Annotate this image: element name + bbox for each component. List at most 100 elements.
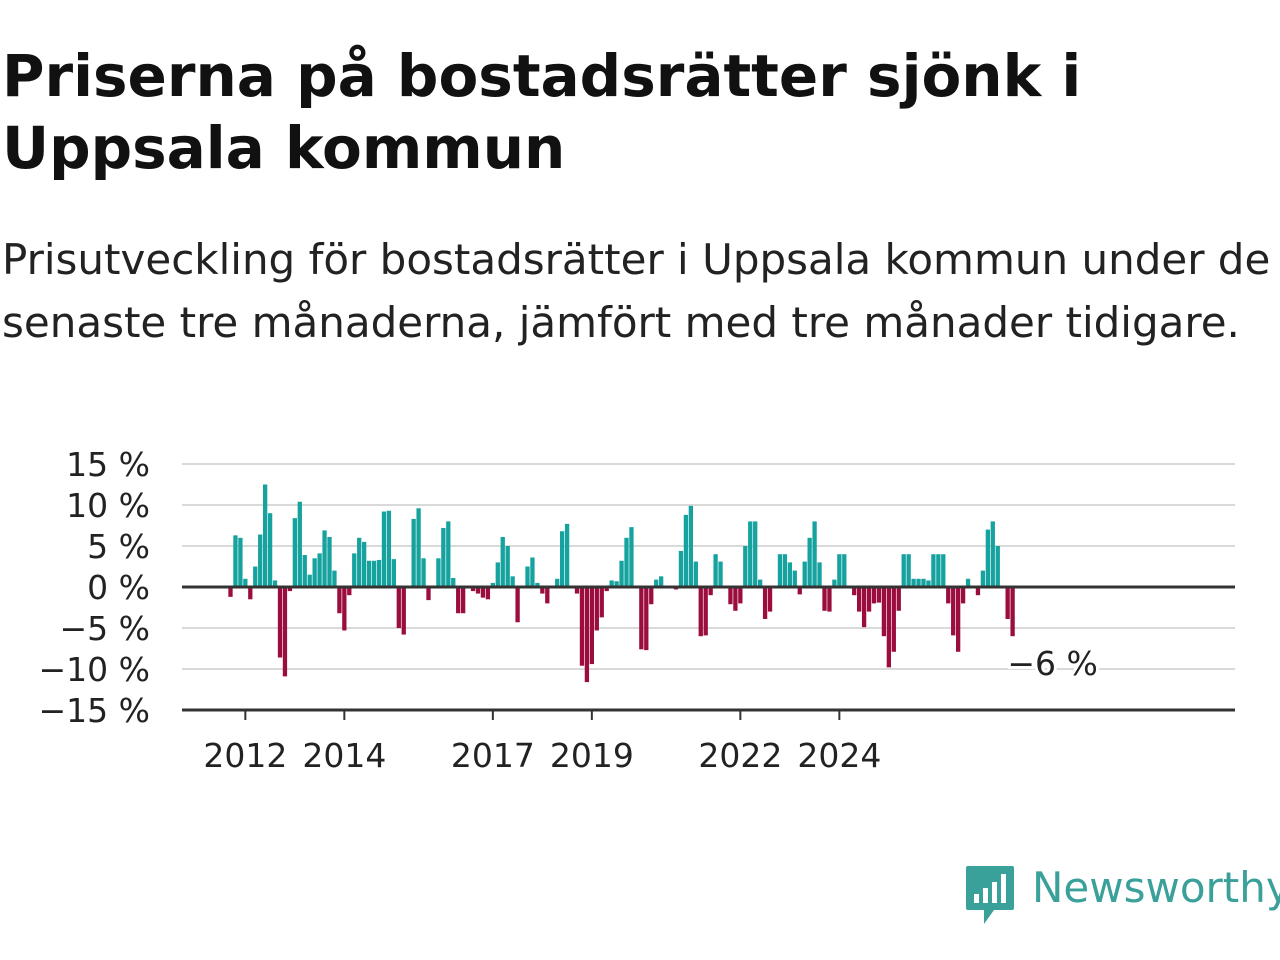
bar	[327, 536, 332, 587]
bar	[758, 579, 763, 587]
bar	[807, 537, 812, 587]
bar	[842, 554, 847, 587]
bar	[881, 587, 887, 637]
bar	[703, 587, 708, 636]
bar	[312, 558, 317, 587]
bar	[916, 578, 921, 587]
bar	[861, 587, 867, 628]
bar	[639, 587, 644, 650]
bar	[822, 587, 827, 611]
bar	[253, 566, 258, 587]
bar	[733, 587, 738, 611]
bar	[931, 554, 936, 587]
bar	[391, 559, 396, 587]
newsworthy-logo: Newsworthy	[962, 860, 1280, 930]
bar	[678, 550, 684, 587]
y-tick-label: −5 %	[60, 609, 151, 648]
bar	[609, 580, 614, 587]
bar	[708, 587, 713, 596]
bar	[263, 484, 268, 587]
bar	[421, 558, 426, 587]
bar	[456, 587, 461, 614]
bar	[584, 587, 590, 683]
y-tick-label: 10 %	[66, 486, 150, 525]
bar	[446, 521, 451, 587]
bar	[441, 527, 446, 587]
bar	[797, 587, 802, 595]
bar	[896, 587, 901, 611]
bar	[292, 518, 297, 587]
bar	[946, 587, 951, 604]
bar	[282, 587, 288, 677]
bar	[540, 587, 545, 594]
bar	[530, 557, 535, 587]
bar	[718, 561, 723, 587]
bar	[985, 529, 990, 587]
bar	[975, 587, 981, 596]
bar	[713, 554, 718, 587]
bar	[480, 587, 486, 598]
bar	[688, 505, 693, 587]
bar	[960, 587, 966, 604]
bar	[475, 587, 481, 594]
bar	[371, 560, 377, 587]
bar	[352, 553, 357, 587]
bar	[357, 537, 362, 587]
bar	[767, 587, 773, 612]
bar	[248, 587, 253, 600]
bar	[965, 578, 971, 587]
bar	[921, 578, 926, 587]
bar	[738, 587, 743, 604]
bar	[307, 574, 312, 587]
bar	[396, 587, 401, 628]
bar	[614, 581, 619, 587]
bar	[535, 582, 540, 587]
bar	[376, 559, 382, 587]
x-tick-label: 2022	[698, 736, 782, 775]
bar	[525, 566, 530, 587]
newsworthy-bar-chart-icon	[966, 866, 1014, 924]
bar	[956, 587, 961, 652]
bar	[490, 582, 495, 587]
bar	[901, 554, 906, 587]
bar	[555, 578, 560, 587]
bar	[693, 561, 698, 587]
bar	[812, 521, 817, 587]
bar	[787, 562, 792, 587]
bar	[272, 580, 278, 587]
y-tick-label: −15 %	[39, 691, 151, 730]
bar	[936, 554, 941, 587]
bar	[753, 521, 758, 587]
bar	[337, 587, 342, 614]
bar	[470, 587, 476, 592]
bar	[515, 587, 520, 623]
bar	[485, 587, 491, 600]
bar	[1010, 587, 1015, 637]
y-tick-label: 15 %	[66, 445, 150, 484]
bar	[238, 537, 243, 587]
bar	[624, 537, 629, 587]
bar	[277, 587, 283, 658]
bar	[243, 578, 248, 587]
bar	[802, 561, 807, 587]
page-title: Priserna på bostadsrätter sjönk i Uppsal…	[2, 42, 1082, 182]
bar	[866, 587, 872, 612]
bar	[302, 555, 307, 587]
y-tick-label: 0 %	[87, 568, 150, 607]
bar	[728, 587, 733, 605]
bar	[599, 587, 604, 618]
bar	[995, 546, 1000, 587]
bar	[654, 579, 659, 587]
bar	[649, 587, 654, 605]
bar	[574, 587, 580, 594]
bar	[951, 587, 956, 636]
bar	[322, 530, 327, 587]
bar	[906, 554, 911, 587]
y-tick-label: −10 %	[39, 650, 151, 689]
bar	[792, 570, 797, 587]
bar	[698, 587, 703, 637]
bar	[629, 527, 634, 587]
bar	[228, 587, 233, 597]
bar	[886, 587, 891, 668]
brand-name: Newsworthy	[1032, 863, 1280, 912]
